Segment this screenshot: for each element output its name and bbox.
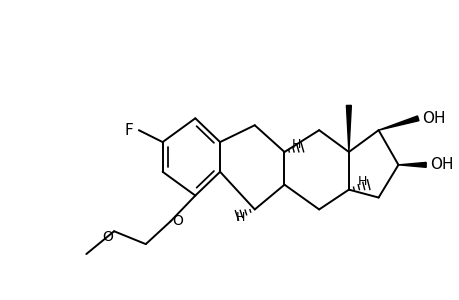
Polygon shape (397, 162, 425, 167)
Text: F: F (124, 123, 133, 138)
Text: H: H (236, 211, 245, 224)
Text: H: H (357, 175, 367, 188)
Text: O: O (172, 214, 183, 228)
Polygon shape (346, 105, 351, 152)
Text: OH: OH (421, 111, 445, 126)
Text: H: H (291, 138, 300, 151)
Text: OH: OH (429, 158, 453, 172)
Polygon shape (378, 116, 418, 130)
Text: O: O (102, 230, 113, 244)
